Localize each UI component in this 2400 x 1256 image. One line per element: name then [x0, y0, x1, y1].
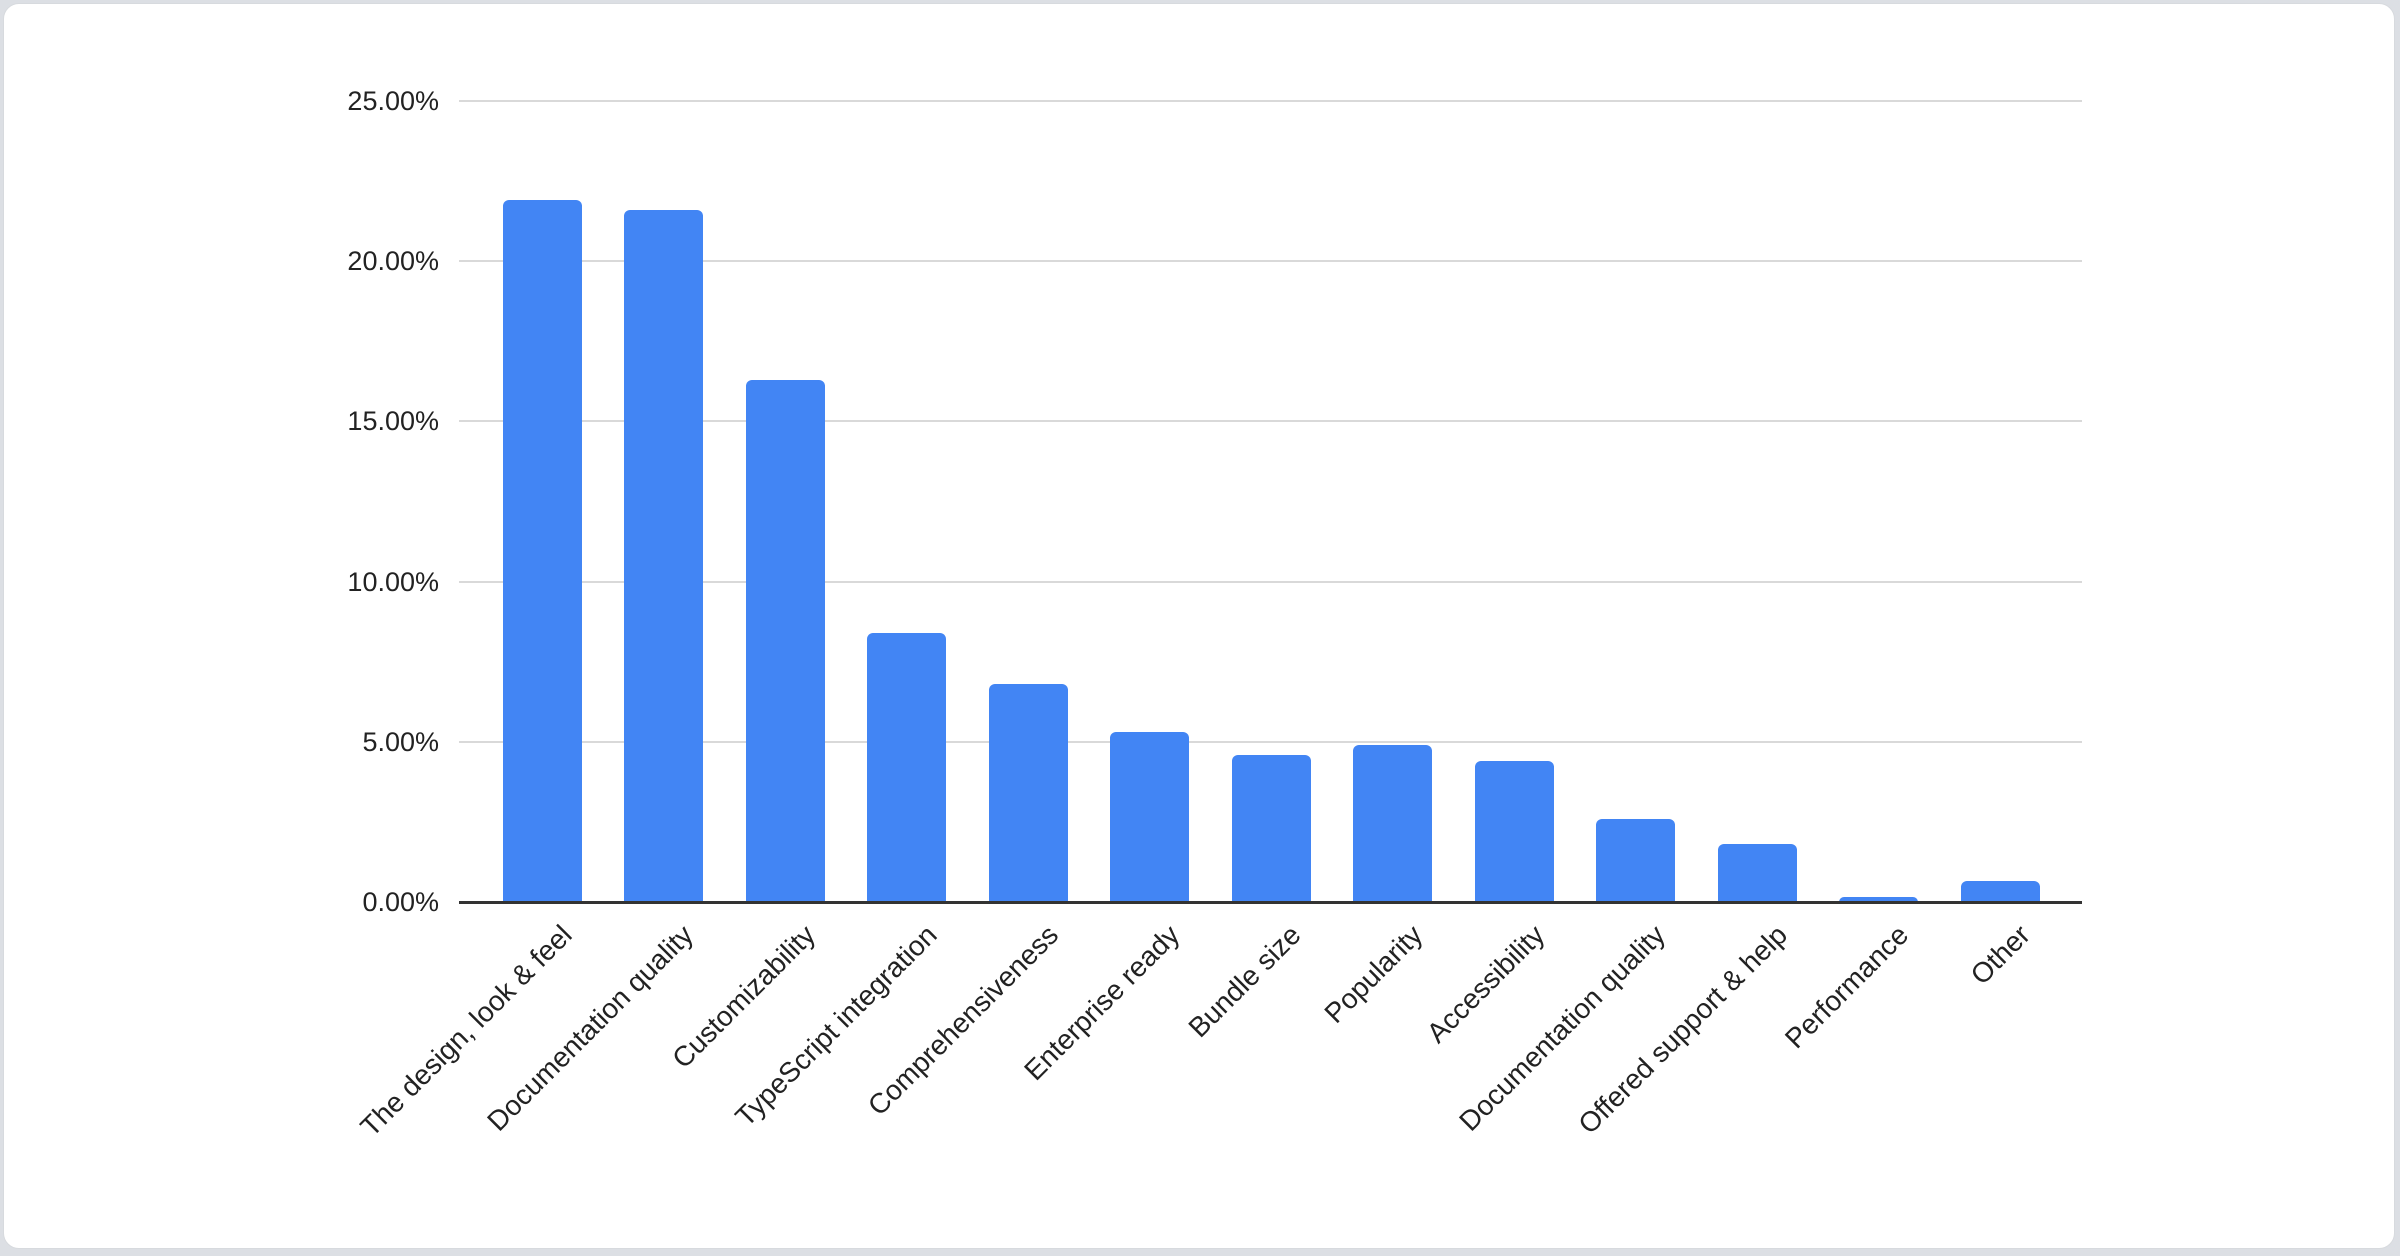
- x-axis-category-label: TypeScript integration: [729, 919, 943, 1133]
- y-gridline: [459, 740, 2082, 743]
- x-axis-category-label: Performance: [1779, 919, 1915, 1055]
- bar-6[interactable]: [1231, 754, 1311, 902]
- bar-3[interactable]: [867, 632, 946, 902]
- y-axis-tick-label: 10.00%: [347, 566, 439, 597]
- y-gridline: [459, 580, 2082, 583]
- bar-0[interactable]: [502, 200, 582, 902]
- x-axis-category-label: Documentation quality: [481, 919, 700, 1137]
- bar-5[interactable]: [1110, 732, 1189, 902]
- bar-4[interactable]: [988, 684, 1068, 902]
- x-axis-category-label: Documentation quality: [1453, 919, 1672, 1137]
- bar-10[interactable]: [1717, 844, 1797, 902]
- x-axis-category-label: Offered support & help: [1572, 919, 1793, 1140]
- bar-11[interactable]: [1839, 897, 1918, 902]
- x-axis-line: [459, 901, 2082, 904]
- x-axis-category-label: The design, look & feel: [354, 919, 578, 1143]
- bar-8[interactable]: [1474, 761, 1554, 902]
- y-axis-tick-label: 0.00%: [362, 887, 439, 917]
- x-axis-category-label: Accessibility: [1420, 919, 1550, 1049]
- x-axis-category-label: Other: [1964, 919, 2036, 991]
- y-axis-tick-label: 20.00%: [347, 246, 439, 277]
- bar-12[interactable]: [1960, 881, 2040, 902]
- bar-2[interactable]: [745, 379, 825, 902]
- plot-area: [459, 100, 2082, 904]
- y-gridline: [459, 420, 2082, 423]
- bar-9[interactable]: [1596, 818, 1675, 902]
- x-axis-category-label: Bundle size: [1182, 919, 1307, 1044]
- bar-1[interactable]: [624, 209, 703, 902]
- bar-7[interactable]: [1353, 745, 1432, 902]
- y-axis-tick-label: 25.00%: [347, 86, 439, 116]
- x-axis-category-label: Popularity: [1318, 919, 1429, 1029]
- chart-card: 0.00% 5.00% 10.00% 15.00% 20.00% 25.00% The de…: [3, 3, 2395, 1249]
- y-axis-tick-label: 5.00%: [362, 726, 439, 757]
- y-axis-tick-label: 15.00%: [347, 406, 439, 437]
- y-gridline: [459, 100, 2082, 102]
- y-gridline: [459, 260, 2082, 263]
